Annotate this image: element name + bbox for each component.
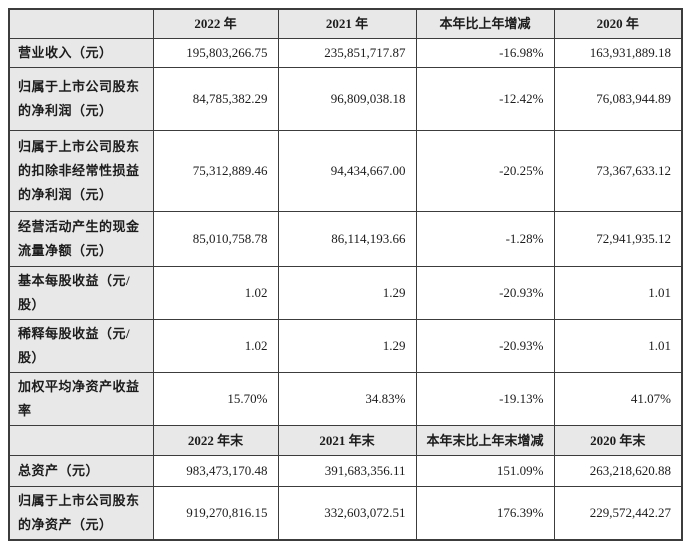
value-2021: 1.29 [277, 319, 417, 373]
value-2022: 85,010,758.78 [152, 211, 279, 267]
value-2022: 1.02 [152, 266, 279, 320]
metric-label: 基本每股收益（元/股） [8, 266, 154, 320]
value-2020: 73,367,633.12 [553, 130, 683, 212]
value-2021: 1.29 [277, 266, 417, 320]
value-change: 176.39% [415, 486, 555, 541]
value-2022: 84,785,382.29 [152, 67, 279, 131]
col-header-2020-year-end: 2020 年末 [553, 425, 683, 456]
value-2020: 72,941,935.12 [553, 211, 683, 267]
value-2021: 96,809,038.18 [277, 67, 417, 131]
table-row-basic-eps: 基本每股收益（元/股） 1.02 1.29 -20.93% 1.01 [8, 266, 683, 320]
value-2022: 195,803,266.75 [152, 38, 279, 68]
value-2020: 163,931,889.18 [553, 38, 683, 68]
value-2022: 919,270,816.15 [152, 486, 279, 541]
col-header-2021-year-end: 2021 年末 [277, 425, 417, 456]
metric-label: 归属于上市公司股东的净资产（元） [8, 486, 154, 541]
value-2020: 76,083,944.89 [553, 67, 683, 131]
metric-label: 归属于上市公司股东的扣除非经常性损益的净利润（元） [8, 130, 154, 212]
value-change: 151.09% [415, 455, 555, 487]
financial-summary-table: 2022 年 2021 年 本年比上年增减 2020 年 营业收入（元） 195… [8, 8, 683, 541]
metric-label: 归属于上市公司股东的净利润（元） [8, 67, 154, 131]
value-2020: 263,218,620.88 [553, 455, 683, 487]
value-2020: 1.01 [553, 266, 683, 320]
table-row-revenue: 营业收入（元） 195,803,266.75 235,851,717.87 -1… [8, 38, 683, 68]
corner-cell [8, 425, 154, 456]
corner-cell [8, 8, 154, 39]
metric-label: 经营活动产生的现金流量净额（元） [8, 211, 154, 267]
col-header-yoy-change: 本年比上年增减 [415, 8, 555, 39]
metric-label: 稀释每股收益（元/股） [8, 319, 154, 373]
value-2022: 75,312,889.46 [152, 130, 279, 212]
col-header-2021: 2021 年 [277, 8, 417, 39]
table-row-net-profit-excl-nonrecurring: 归属于上市公司股东的扣除非经常性损益的净利润（元） 75,312,889.46 … [8, 130, 683, 212]
value-change: -1.28% [415, 211, 555, 267]
value-2021: 391,683,356.11 [277, 455, 417, 487]
value-change: -16.98% [415, 38, 555, 68]
metric-label: 营业收入（元） [8, 38, 154, 68]
value-change: -20.25% [415, 130, 555, 212]
value-2020: 229,572,442.27 [553, 486, 683, 541]
table-row-net-profit: 归属于上市公司股东的净利润（元） 84,785,382.29 96,809,03… [8, 67, 683, 131]
value-change: -19.13% [415, 372, 555, 426]
value-2022: 983,473,170.48 [152, 455, 279, 487]
table-row-total-assets: 总资产（元） 983,473,170.48 391,683,356.11 151… [8, 455, 683, 487]
col-header-2022-year-end: 2022 年末 [152, 425, 279, 456]
value-2020: 1.01 [553, 319, 683, 373]
value-2020: 41.07% [553, 372, 683, 426]
table-row-operating-cash-flow: 经营活动产生的现金流量净额（元） 85,010,758.78 86,114,19… [8, 211, 683, 267]
value-2022: 1.02 [152, 319, 279, 373]
value-2022: 15.70% [152, 372, 279, 426]
value-2021: 94,434,667.00 [277, 130, 417, 212]
metric-label: 加权平均净资产收益率 [8, 372, 154, 426]
value-2021: 34.83% [277, 372, 417, 426]
metric-label: 总资产（元） [8, 455, 154, 487]
table-row-diluted-eps: 稀释每股收益（元/股） 1.02 1.29 -20.93% 1.01 [8, 319, 683, 373]
value-2021: 235,851,717.87 [277, 38, 417, 68]
col-header-year-end-change: 本年末比上年末增减 [415, 425, 555, 456]
value-2021: 86,114,193.66 [277, 211, 417, 267]
value-change: -20.93% [415, 266, 555, 320]
col-header-2020: 2020 年 [553, 8, 683, 39]
table-row-net-assets: 归属于上市公司股东的净资产（元） 919,270,816.15 332,603,… [8, 486, 683, 541]
value-2021: 332,603,072.51 [277, 486, 417, 541]
value-change: -12.42% [415, 67, 555, 131]
header-row-annual: 2022 年 2021 年 本年比上年增减 2020 年 [8, 8, 683, 39]
table-row-weighted-avg-roe: 加权平均净资产收益率 15.70% 34.83% -19.13% 41.07% [8, 372, 683, 426]
value-change: -20.93% [415, 319, 555, 373]
header-row-year-end: 2022 年末 2021 年末 本年末比上年末增减 2020 年末 [8, 425, 683, 456]
col-header-2022: 2022 年 [152, 8, 279, 39]
